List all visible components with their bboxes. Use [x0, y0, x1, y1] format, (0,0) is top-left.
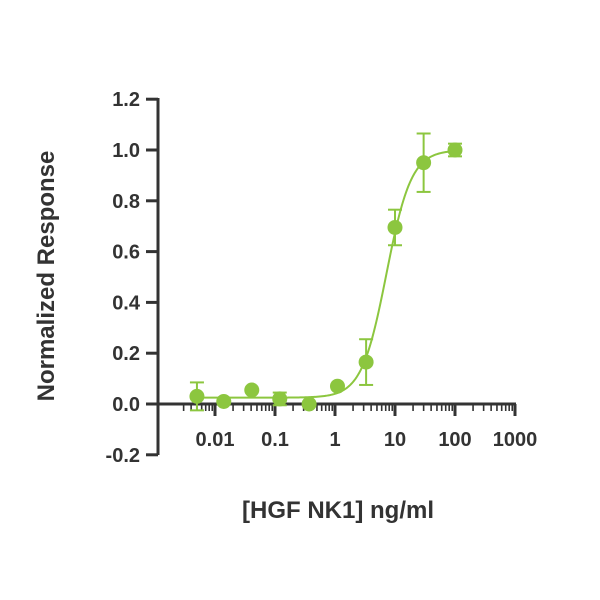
fit-curve — [196, 149, 456, 399]
y-tick-label: 0.2 — [112, 343, 140, 365]
data-point — [301, 396, 317, 412]
x-tick-label: 100 — [438, 429, 471, 451]
y-axis-label: Normalized Response — [33, 151, 60, 402]
y-tick-label: 0.8 — [112, 191, 140, 213]
y-tick-label: 0.0 — [112, 394, 140, 416]
x-tick-label: 0.1 — [261, 429, 289, 451]
y-ticks: -0.2 0.0 0.2 0.4 0.6 0.8 1.0 1.2 — [106, 89, 158, 467]
y-tick-label: 1.0 — [112, 140, 140, 162]
data-point — [447, 142, 463, 158]
data-point — [329, 378, 345, 394]
data-point — [216, 393, 232, 409]
y-tick-label: 1.2 — [112, 89, 140, 111]
x-axis-label: [HGF NK1] ng/ml — [242, 497, 434, 524]
y-tick-label: 0.6 — [112, 242, 140, 264]
data-point — [189, 388, 205, 404]
x-axis: 0.01 0.1 1 10 100 1000 — [158, 402, 538, 451]
data-point — [387, 219, 403, 235]
x-ticks: 0.01 0.1 1 10 100 1000 — [182, 404, 538, 451]
y-axis: -0.2 0.0 0.2 0.4 0.6 0.8 1.0 1.2 — [106, 89, 160, 467]
x-tick-label: 1000 — [493, 429, 538, 451]
data-point — [244, 382, 260, 398]
y-tick-label: -0.2 — [106, 445, 140, 467]
data-point — [416, 155, 432, 171]
data-point — [358, 354, 374, 370]
y-tick-label: 0.4 — [112, 292, 141, 314]
x-tick-label: 1 — [329, 429, 340, 451]
data-point — [272, 391, 288, 407]
data-points — [189, 132, 463, 412]
x-tick-label: 0.01 — [196, 429, 235, 451]
x-tick-label: 10 — [384, 429, 406, 451]
